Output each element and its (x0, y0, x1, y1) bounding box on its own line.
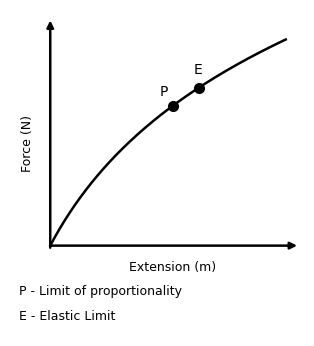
Text: P - Limit of proportionality: P - Limit of proportionality (19, 285, 182, 299)
Text: E - Elastic Limit: E - Elastic Limit (19, 310, 115, 323)
Text: Force (N): Force (N) (21, 115, 34, 172)
Text: E: E (194, 63, 203, 78)
Text: P: P (160, 85, 168, 99)
Text: Extension (m): Extension (m) (129, 261, 216, 274)
